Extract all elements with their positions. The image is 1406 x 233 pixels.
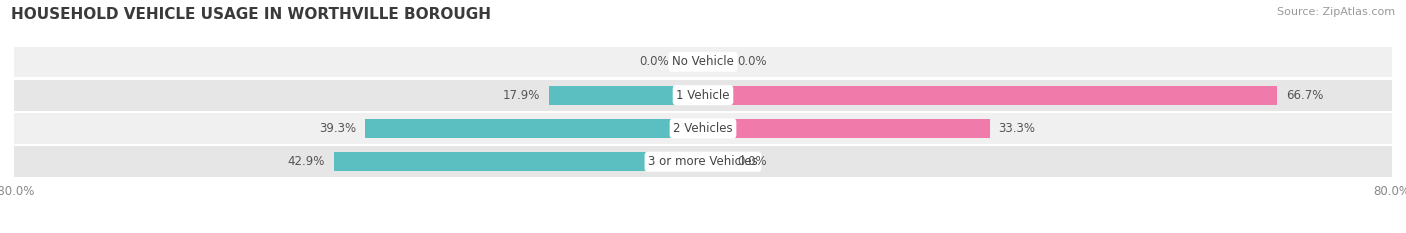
- Text: 39.3%: 39.3%: [319, 122, 356, 135]
- Bar: [14, 80, 1392, 110]
- Bar: [678, 52, 703, 72]
- Bar: [703, 152, 728, 171]
- Text: 3 or more Vehicles: 3 or more Vehicles: [648, 155, 758, 168]
- Text: 66.7%: 66.7%: [1286, 89, 1323, 102]
- Text: Source: ZipAtlas.com: Source: ZipAtlas.com: [1277, 7, 1395, 17]
- Text: 33.3%: 33.3%: [998, 122, 1035, 135]
- Bar: [14, 113, 1392, 144]
- Bar: [703, 52, 728, 72]
- Bar: [548, 86, 703, 105]
- Text: No Vehicle: No Vehicle: [672, 55, 734, 69]
- Text: 0.0%: 0.0%: [738, 155, 768, 168]
- Bar: [703, 119, 990, 138]
- Bar: [333, 152, 703, 171]
- Text: 1 Vehicle: 1 Vehicle: [676, 89, 730, 102]
- Text: 17.9%: 17.9%: [503, 89, 540, 102]
- Text: 0.0%: 0.0%: [638, 55, 669, 69]
- Bar: [14, 47, 1392, 77]
- Text: 42.9%: 42.9%: [288, 155, 325, 168]
- Bar: [364, 119, 703, 138]
- Text: HOUSEHOLD VEHICLE USAGE IN WORTHVILLE BOROUGH: HOUSEHOLD VEHICLE USAGE IN WORTHVILLE BO…: [11, 7, 491, 22]
- Text: 0.0%: 0.0%: [738, 55, 768, 69]
- Text: 2 Vehicles: 2 Vehicles: [673, 122, 733, 135]
- Bar: [14, 147, 1392, 177]
- Bar: [703, 86, 1278, 105]
